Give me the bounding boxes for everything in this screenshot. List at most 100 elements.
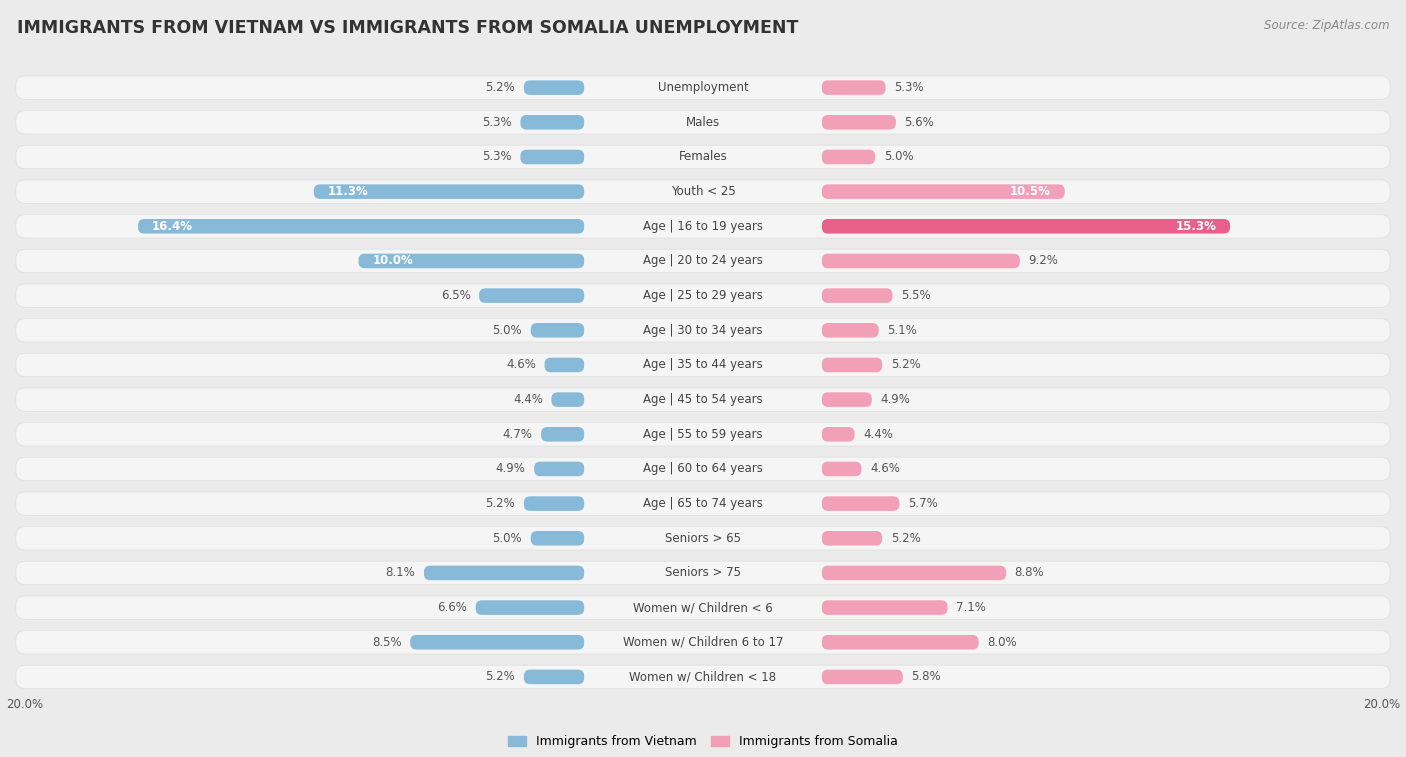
Text: Women w/ Children < 6: Women w/ Children < 6: [633, 601, 773, 614]
Text: Age | 65 to 74 years: Age | 65 to 74 years: [643, 497, 763, 510]
Text: 5.3%: 5.3%: [482, 116, 512, 129]
Text: 11.3%: 11.3%: [328, 185, 368, 198]
Text: 8.5%: 8.5%: [373, 636, 402, 649]
FancyBboxPatch shape: [15, 388, 1391, 411]
Text: Unemployment: Unemployment: [658, 81, 748, 94]
FancyBboxPatch shape: [823, 357, 882, 372]
FancyBboxPatch shape: [823, 219, 1230, 234]
Text: 4.7%: 4.7%: [502, 428, 533, 441]
Text: 4.4%: 4.4%: [513, 393, 543, 406]
FancyBboxPatch shape: [359, 254, 583, 268]
FancyBboxPatch shape: [524, 80, 583, 95]
Text: Age | 35 to 44 years: Age | 35 to 44 years: [643, 359, 763, 372]
Text: Age | 16 to 19 years: Age | 16 to 19 years: [643, 220, 763, 233]
FancyBboxPatch shape: [15, 284, 1391, 307]
Text: 4.6%: 4.6%: [506, 359, 536, 372]
Text: 8.1%: 8.1%: [385, 566, 415, 579]
FancyBboxPatch shape: [823, 115, 896, 129]
Text: 5.8%: 5.8%: [911, 671, 941, 684]
Text: 20.0%: 20.0%: [6, 698, 44, 711]
FancyBboxPatch shape: [823, 497, 900, 511]
FancyBboxPatch shape: [534, 462, 583, 476]
Text: Age | 20 to 24 years: Age | 20 to 24 years: [643, 254, 763, 267]
Text: Seniors > 65: Seniors > 65: [665, 531, 741, 545]
FancyBboxPatch shape: [823, 80, 886, 95]
FancyBboxPatch shape: [15, 422, 1391, 446]
FancyBboxPatch shape: [138, 219, 583, 234]
FancyBboxPatch shape: [520, 115, 583, 129]
Text: 5.2%: 5.2%: [891, 359, 921, 372]
Text: 5.3%: 5.3%: [894, 81, 924, 94]
Text: 5.6%: 5.6%: [904, 116, 934, 129]
FancyBboxPatch shape: [823, 565, 1007, 580]
FancyBboxPatch shape: [524, 497, 583, 511]
Text: 6.5%: 6.5%: [440, 289, 471, 302]
FancyBboxPatch shape: [479, 288, 583, 303]
Text: 4.4%: 4.4%: [863, 428, 893, 441]
Text: Age | 30 to 34 years: Age | 30 to 34 years: [643, 324, 763, 337]
FancyBboxPatch shape: [531, 323, 583, 338]
Text: Females: Females: [679, 151, 727, 164]
Text: 5.0%: 5.0%: [884, 151, 914, 164]
FancyBboxPatch shape: [425, 565, 583, 580]
FancyBboxPatch shape: [541, 427, 583, 441]
FancyBboxPatch shape: [15, 596, 1391, 619]
Text: Age | 45 to 54 years: Age | 45 to 54 years: [643, 393, 763, 406]
Text: 8.8%: 8.8%: [1015, 566, 1045, 579]
FancyBboxPatch shape: [823, 635, 979, 650]
FancyBboxPatch shape: [524, 670, 583, 684]
FancyBboxPatch shape: [15, 354, 1391, 377]
Text: 9.2%: 9.2%: [1029, 254, 1059, 267]
Text: 5.3%: 5.3%: [482, 151, 512, 164]
Text: 10.5%: 10.5%: [1010, 185, 1050, 198]
FancyBboxPatch shape: [15, 111, 1391, 134]
Text: 10.0%: 10.0%: [373, 254, 413, 267]
FancyBboxPatch shape: [823, 288, 893, 303]
Text: Youth < 25: Youth < 25: [671, 185, 735, 198]
FancyBboxPatch shape: [520, 150, 583, 164]
Text: 4.9%: 4.9%: [496, 463, 526, 475]
FancyBboxPatch shape: [15, 631, 1391, 654]
FancyBboxPatch shape: [823, 462, 862, 476]
Text: 4.9%: 4.9%: [880, 393, 910, 406]
Text: 5.2%: 5.2%: [485, 81, 515, 94]
FancyBboxPatch shape: [823, 150, 875, 164]
FancyBboxPatch shape: [475, 600, 583, 615]
Text: 5.2%: 5.2%: [485, 497, 515, 510]
Text: Source: ZipAtlas.com: Source: ZipAtlas.com: [1264, 19, 1389, 32]
Text: Age | 55 to 59 years: Age | 55 to 59 years: [643, 428, 763, 441]
FancyBboxPatch shape: [531, 531, 583, 546]
Text: 8.0%: 8.0%: [987, 636, 1017, 649]
FancyBboxPatch shape: [544, 357, 583, 372]
FancyBboxPatch shape: [15, 76, 1391, 99]
Text: 16.4%: 16.4%: [152, 220, 193, 233]
Text: 5.2%: 5.2%: [891, 531, 921, 545]
FancyBboxPatch shape: [823, 600, 948, 615]
Legend: Immigrants from Vietnam, Immigrants from Somalia: Immigrants from Vietnam, Immigrants from…: [508, 735, 898, 748]
FancyBboxPatch shape: [15, 145, 1391, 169]
Text: 15.3%: 15.3%: [1175, 220, 1216, 233]
Text: 4.6%: 4.6%: [870, 463, 900, 475]
Text: 5.5%: 5.5%: [901, 289, 931, 302]
Text: 5.0%: 5.0%: [492, 324, 522, 337]
FancyBboxPatch shape: [823, 531, 882, 546]
FancyBboxPatch shape: [15, 492, 1391, 516]
Text: 5.2%: 5.2%: [485, 671, 515, 684]
FancyBboxPatch shape: [15, 180, 1391, 204]
FancyBboxPatch shape: [15, 214, 1391, 238]
FancyBboxPatch shape: [823, 670, 903, 684]
Text: Age | 60 to 64 years: Age | 60 to 64 years: [643, 463, 763, 475]
FancyBboxPatch shape: [551, 392, 583, 407]
FancyBboxPatch shape: [823, 254, 1019, 268]
FancyBboxPatch shape: [15, 319, 1391, 342]
Text: IMMIGRANTS FROM VIETNAM VS IMMIGRANTS FROM SOMALIA UNEMPLOYMENT: IMMIGRANTS FROM VIETNAM VS IMMIGRANTS FR…: [17, 19, 799, 37]
Text: 7.1%: 7.1%: [956, 601, 986, 614]
FancyBboxPatch shape: [823, 392, 872, 407]
FancyBboxPatch shape: [15, 249, 1391, 273]
FancyBboxPatch shape: [823, 185, 1064, 199]
Text: Males: Males: [686, 116, 720, 129]
Text: 5.7%: 5.7%: [908, 497, 938, 510]
FancyBboxPatch shape: [411, 635, 583, 650]
Text: 5.1%: 5.1%: [887, 324, 917, 337]
FancyBboxPatch shape: [823, 323, 879, 338]
